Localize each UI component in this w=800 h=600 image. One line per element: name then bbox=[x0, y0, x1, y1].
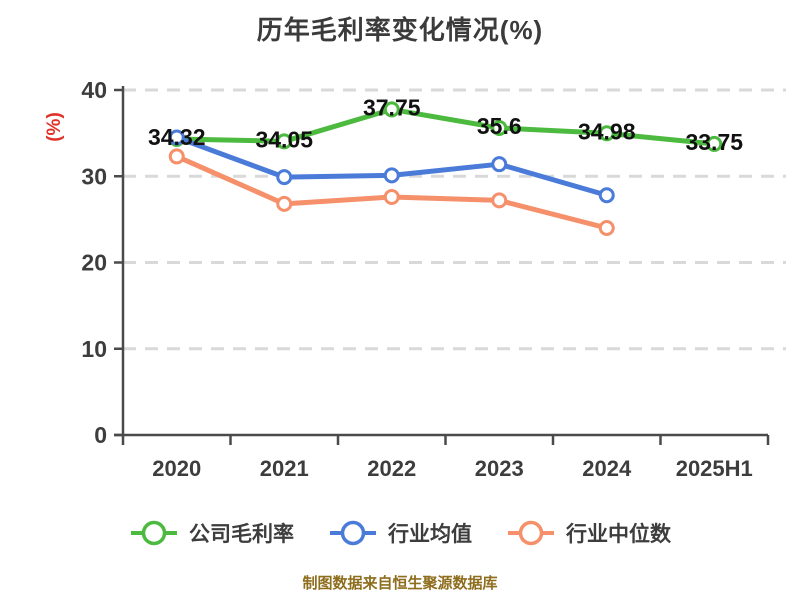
series-1-point-1 bbox=[276, 169, 293, 186]
legend-label-2: 行业中位数 bbox=[566, 523, 671, 546]
series-0-point-1 bbox=[276, 133, 293, 150]
series-1-point-3 bbox=[491, 156, 508, 173]
data-source-note: 制图数据来自恒生聚源数据库 bbox=[302, 575, 498, 592]
series-line-0 bbox=[174, 106, 717, 147]
data-label-2021: 34.05 bbox=[255, 126, 313, 152]
legend-marker-icon bbox=[131, 520, 177, 546]
x-tick-label-2023: 2023 bbox=[475, 456, 524, 481]
legend-label-0: 公司毛利率 bbox=[189, 523, 294, 546]
series-0-point-2 bbox=[383, 101, 400, 118]
chart-legend: 公司毛利率 行业均值 行业中位数 bbox=[0, 518, 800, 548]
series-2-point-3 bbox=[491, 192, 508, 209]
series-0-point-4 bbox=[598, 125, 615, 142]
y-tick-label-30: 30 bbox=[81, 163, 107, 189]
x-tick-label-2024: 2024 bbox=[582, 456, 632, 481]
x-tick-label-2025H1: 2025H1 bbox=[676, 456, 753, 481]
legend-item-2: 行业中位数 bbox=[506, 518, 671, 548]
series-0-point-3 bbox=[491, 119, 508, 136]
legend-label-1: 行业均值 bbox=[388, 523, 472, 546]
series-1-point-4 bbox=[598, 187, 615, 204]
legend-marker-icon bbox=[330, 520, 376, 546]
legend-item-0: 公司毛利率 bbox=[129, 518, 294, 548]
chart-title: 历年毛利率变化情况(%) bbox=[256, 15, 544, 45]
x-tick-label-2022: 2022 bbox=[367, 456, 416, 481]
y-tick-label-20: 20 bbox=[81, 250, 107, 276]
series-2-point-2 bbox=[383, 188, 400, 205]
data-label-2023: 35.6 bbox=[477, 113, 522, 139]
series-1-point-0 bbox=[168, 129, 185, 146]
data-label-2024: 34.98 bbox=[578, 118, 636, 144]
y-tick-label-0: 0 bbox=[94, 422, 107, 448]
x-tick-label-2021: 2021 bbox=[260, 456, 309, 481]
series-1-point-2 bbox=[383, 167, 400, 184]
y-axis-title: (%) bbox=[44, 112, 65, 142]
y-tick-label-10: 10 bbox=[81, 336, 107, 362]
data-label-2025H1: 33.75 bbox=[685, 129, 743, 155]
x-tick-label-2020: 2020 bbox=[152, 456, 201, 481]
legend-marker-icon bbox=[508, 520, 554, 546]
series-0-point-5 bbox=[706, 135, 723, 152]
data-label-2020: 34.32 bbox=[148, 124, 206, 150]
y-tick-label-40: 40 bbox=[81, 77, 107, 103]
series-2-point-1 bbox=[276, 195, 293, 212]
series-2-point-0 bbox=[168, 148, 185, 165]
series-2-point-4 bbox=[598, 220, 615, 236]
legend-item-1: 行业均值 bbox=[328, 518, 472, 548]
data-label-2022: 37.75 bbox=[363, 94, 421, 120]
